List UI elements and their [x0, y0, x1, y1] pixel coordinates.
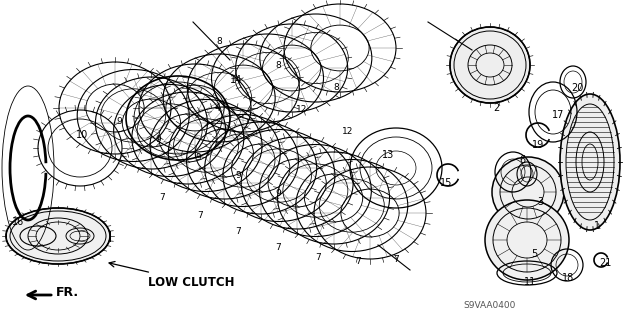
Text: 7: 7 — [393, 256, 399, 264]
Text: 18: 18 — [562, 273, 574, 283]
Text: FR.: FR. — [56, 286, 79, 300]
Ellipse shape — [6, 208, 110, 264]
Text: 7: 7 — [275, 243, 281, 253]
Text: 19: 19 — [532, 140, 544, 150]
Text: S9VAA0400: S9VAA0400 — [464, 301, 516, 310]
Text: 12: 12 — [342, 128, 354, 137]
Text: 10: 10 — [76, 130, 88, 140]
Text: 9: 9 — [116, 117, 122, 127]
Text: 9: 9 — [195, 153, 201, 162]
Text: 7: 7 — [197, 211, 203, 219]
Text: 20: 20 — [571, 83, 583, 93]
Text: 8: 8 — [275, 61, 281, 70]
Text: 9: 9 — [235, 170, 241, 180]
Text: 14: 14 — [230, 75, 242, 85]
Text: 21: 21 — [599, 258, 611, 268]
Text: 17: 17 — [552, 110, 564, 120]
Text: 11: 11 — [524, 277, 536, 287]
Text: 15: 15 — [440, 178, 452, 188]
Text: 5: 5 — [531, 249, 537, 259]
Text: 9: 9 — [275, 189, 281, 197]
Ellipse shape — [485, 200, 569, 280]
Text: 1: 1 — [594, 221, 600, 231]
Text: 12: 12 — [296, 106, 308, 115]
Text: 8: 8 — [333, 84, 339, 93]
Text: 8: 8 — [216, 38, 222, 47]
Text: 2: 2 — [493, 103, 499, 113]
Text: 3: 3 — [537, 197, 543, 207]
Text: 4: 4 — [215, 103, 221, 113]
Text: LOW CLUTCH: LOW CLUTCH — [109, 262, 234, 288]
Text: 6: 6 — [519, 155, 525, 165]
Text: 16: 16 — [12, 217, 24, 227]
Text: 7: 7 — [159, 194, 165, 203]
Ellipse shape — [450, 27, 530, 103]
Ellipse shape — [492, 157, 564, 227]
Text: 9: 9 — [155, 136, 161, 145]
Ellipse shape — [560, 94, 620, 230]
Text: 7: 7 — [315, 254, 321, 263]
Text: 7: 7 — [355, 257, 361, 266]
Text: 7: 7 — [235, 227, 241, 236]
Text: 13: 13 — [382, 150, 394, 160]
